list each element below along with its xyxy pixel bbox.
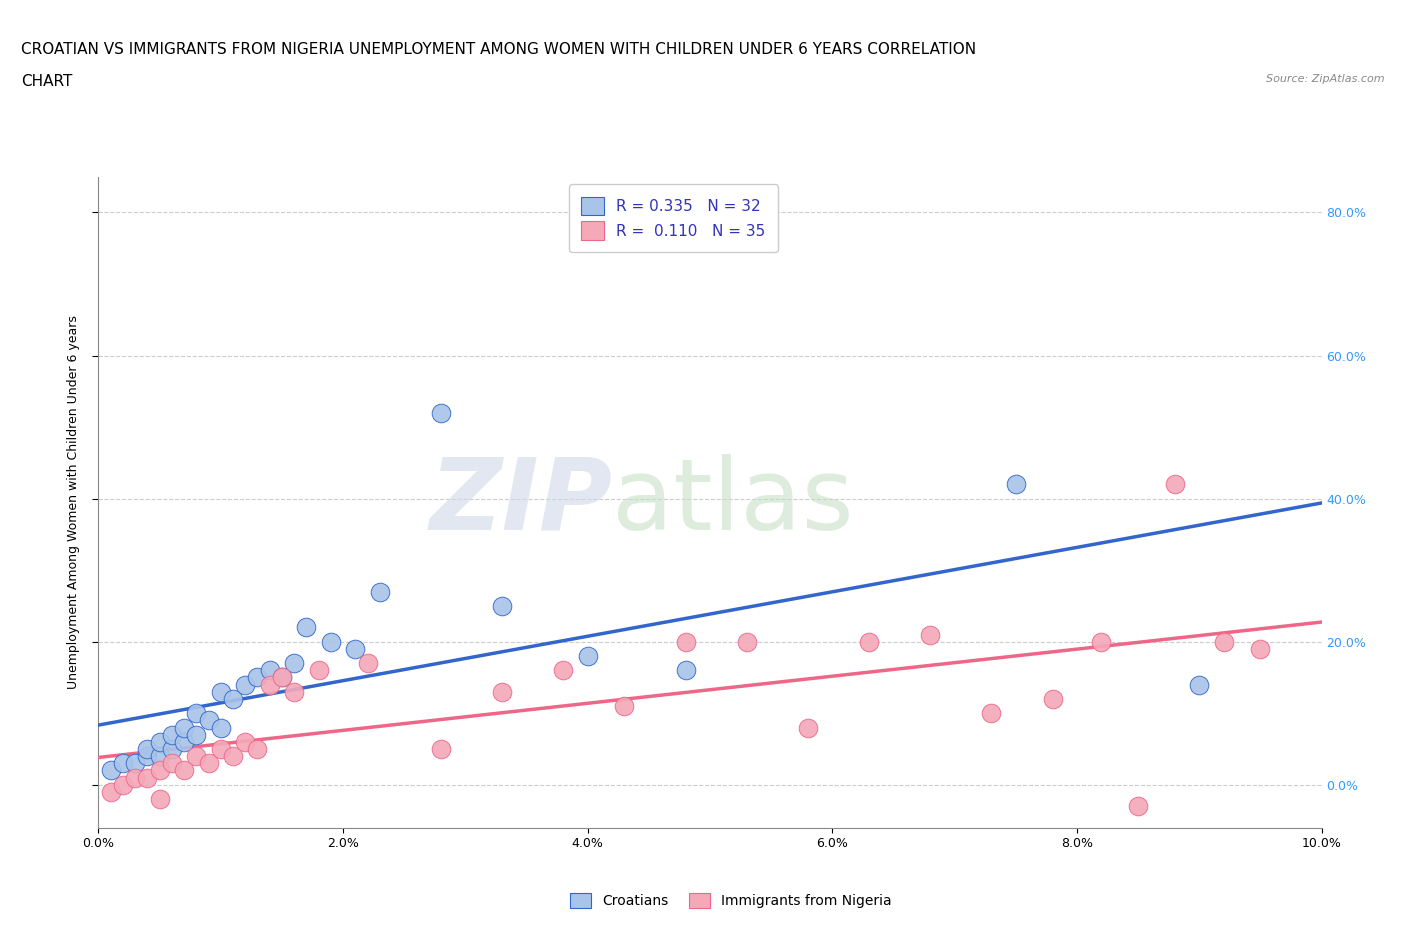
Point xyxy=(111,777,134,792)
Point xyxy=(553,663,575,678)
Point xyxy=(1090,634,1112,649)
Point xyxy=(797,720,820,735)
Point xyxy=(136,749,159,764)
Point xyxy=(344,642,367,657)
Point xyxy=(858,634,880,649)
Point xyxy=(295,620,318,635)
Point xyxy=(1249,642,1271,657)
Point xyxy=(186,727,208,742)
Point xyxy=(149,763,172,777)
Point xyxy=(209,741,232,756)
Text: atlas: atlas xyxy=(612,454,853,551)
Point xyxy=(1128,799,1150,814)
Point xyxy=(173,735,195,750)
Point xyxy=(233,735,256,750)
Point xyxy=(100,785,122,800)
Text: CHART: CHART xyxy=(21,74,73,89)
Text: Source: ZipAtlas.com: Source: ZipAtlas.com xyxy=(1267,74,1385,85)
Point xyxy=(173,720,195,735)
Point xyxy=(173,763,195,777)
Point xyxy=(209,684,232,699)
Point xyxy=(1212,634,1234,649)
Point xyxy=(491,684,513,699)
Point xyxy=(160,756,183,771)
Legend: Croatians, Immigrants from Nigeria: Croatians, Immigrants from Nigeria xyxy=(565,888,897,914)
Point xyxy=(246,741,269,756)
Point xyxy=(613,698,636,713)
Point xyxy=(356,656,378,671)
Point xyxy=(576,648,599,663)
Point xyxy=(735,634,758,649)
Point xyxy=(222,692,245,707)
Point xyxy=(270,670,292,684)
Y-axis label: Unemployment Among Women with Children Under 6 years: Unemployment Among Women with Children U… xyxy=(66,315,80,689)
Point xyxy=(1042,692,1064,707)
Point xyxy=(197,713,219,728)
Point xyxy=(186,706,208,721)
Point xyxy=(149,735,172,750)
Point xyxy=(124,756,146,771)
Point xyxy=(222,749,245,764)
Point xyxy=(675,663,697,678)
Point xyxy=(209,720,232,735)
Point xyxy=(920,627,942,642)
Point xyxy=(186,749,208,764)
Point xyxy=(100,763,122,777)
Point xyxy=(149,791,172,806)
Point xyxy=(136,770,159,785)
Point xyxy=(430,741,453,756)
Point xyxy=(270,670,292,684)
Point xyxy=(1164,477,1187,492)
Text: CROATIAN VS IMMIGRANTS FROM NIGERIA UNEMPLOYMENT AMONG WOMEN WITH CHILDREN UNDER: CROATIAN VS IMMIGRANTS FROM NIGERIA UNEM… xyxy=(21,42,976,57)
Point xyxy=(283,656,305,671)
Legend: R = 0.335   N = 32, R =  0.110   N = 35: R = 0.335 N = 32, R = 0.110 N = 35 xyxy=(569,184,778,252)
Point xyxy=(308,663,330,678)
Point xyxy=(246,670,269,684)
Point xyxy=(233,677,256,692)
Point xyxy=(368,584,391,599)
Point xyxy=(1188,677,1211,692)
Point xyxy=(111,756,134,771)
Point xyxy=(160,741,183,756)
Point xyxy=(259,677,281,692)
Point xyxy=(430,405,453,420)
Point xyxy=(980,706,1002,721)
Point xyxy=(149,749,172,764)
Point xyxy=(259,663,281,678)
Point xyxy=(283,684,305,699)
Point xyxy=(160,727,183,742)
Point xyxy=(136,741,159,756)
Point xyxy=(491,599,513,614)
Point xyxy=(1004,477,1026,492)
Point xyxy=(675,634,697,649)
Text: ZIP: ZIP xyxy=(429,454,612,551)
Point xyxy=(124,770,146,785)
Point xyxy=(319,634,342,649)
Point xyxy=(197,756,219,771)
